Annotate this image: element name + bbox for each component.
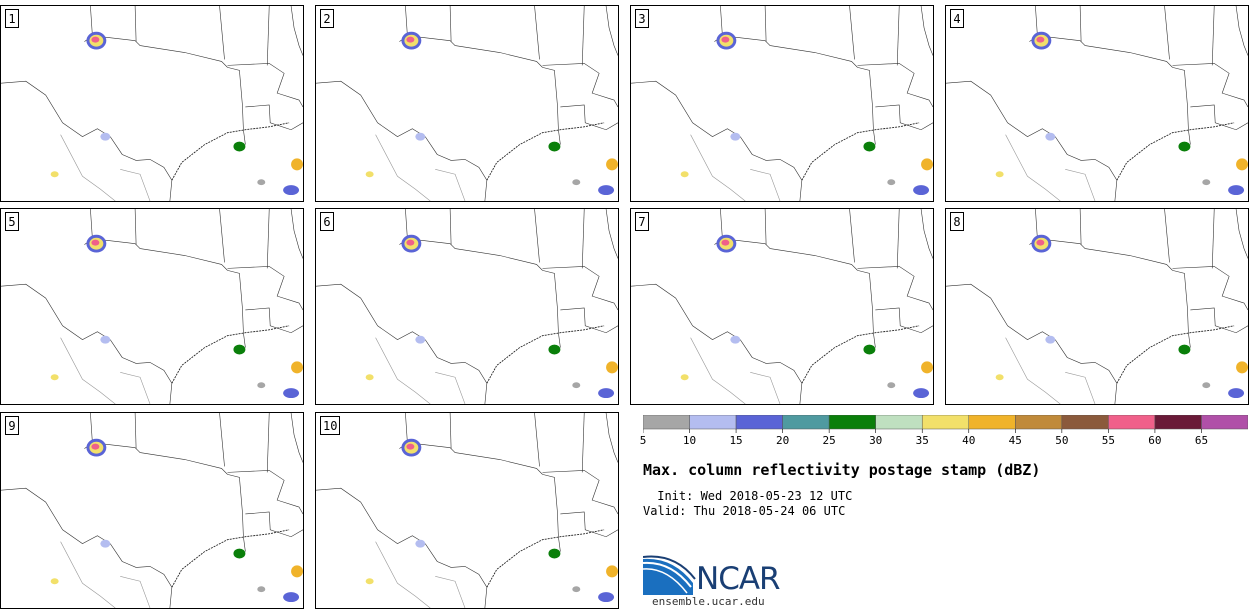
colorbar-tick-label: 45 [1008,434,1022,447]
colorbar-segment [643,415,690,430]
reflectivity-map [1,209,303,404]
colorbar-tick-label: 5 [639,434,647,447]
colorbar-tick-label: 25 [822,434,836,447]
storm-cell-north [401,234,422,253]
ensemble-member-panel: 2 [315,5,619,202]
init-time: Init: Wed 2018-05-23 12 UTC [650,489,853,503]
ensemble-member-panel: 10 [315,412,619,609]
colorbar-segment [875,415,923,430]
ncar-logo-icon [643,555,696,595]
ensemble-member-panel: 5 [0,208,304,405]
ensemble-member-panel: 8 [945,208,1249,405]
colorbar-segment [968,415,1016,430]
reflectivity-colorbar [643,415,1248,433]
colorbar-segment [782,415,830,430]
member-label: 2 [320,9,334,28]
reflectivity-map [316,6,618,201]
colorbar-tick-label: 30 [869,434,883,447]
reflectivity-map [946,6,1248,201]
storm-cells-gulf [995,132,1248,196]
member-label: 6 [320,212,334,231]
member-label: 8 [950,212,964,231]
colorbar-segment [689,415,737,430]
storm-cells-gulf [680,335,933,399]
member-label: 3 [635,9,649,28]
storm-cells-gulf [365,539,618,603]
storm-cells-gulf [365,335,618,399]
chart-title: Max. column reflectivity postage stamp (… [643,461,1041,479]
ensemble-member-panel: 7 [630,208,934,405]
valid-time: Valid: Thu 2018-05-24 06 UTC [643,504,846,518]
colorbar-segment [1015,415,1063,430]
ensemble-member-panel: 6 [315,208,619,405]
storm-cell-north [1031,31,1052,50]
colorbar-segment [921,415,970,430]
colorbar-segment [1108,415,1156,430]
member-label: 7 [635,212,649,231]
colorbar-tick-label: 40 [962,434,976,447]
storm-cells-gulf [50,539,303,603]
storm-cells-gulf [50,132,303,196]
reflectivity-map [631,209,933,404]
colorbar-tick-label: 65 [1194,434,1209,447]
colorbar-tick-label: 15 [729,434,743,447]
member-label: 4 [950,9,964,28]
logo-url: ensemble.ucar.edu [652,595,765,608]
storm-cell-north [401,31,422,50]
storm-cells-gulf [365,132,618,196]
reflectivity-map [316,413,618,608]
storm-cells-gulf [50,335,303,399]
storm-cell-north [86,234,107,253]
storm-cell-north [1031,234,1052,253]
colorbar-segment [1154,415,1202,430]
storm-cells-gulf [680,132,933,196]
member-label: 10 [320,416,341,435]
storm-cell-north [716,31,737,50]
colorbar-tick-label: 50 [1055,434,1069,447]
reflectivity-map [946,209,1248,404]
ensemble-member-panel: 9 [0,412,304,609]
colorbar-segment [1061,415,1109,430]
colorbar-tick-label: 55 [1101,434,1115,447]
colorbar-tick-label: 35 [915,434,929,447]
member-label: 9 [5,416,19,435]
storm-cells-gulf [995,335,1248,399]
reflectivity-map [1,6,303,201]
reflectivity-map [1,413,303,608]
storm-cell-north [86,438,107,457]
member-label: 1 [5,9,19,28]
member-label: 5 [5,212,19,231]
ensemble-member-panel: 1 [0,5,304,202]
ncar-logo-text: NCAR [696,561,781,597]
colorbar-segment [1201,415,1248,430]
storm-cell-north [401,438,422,457]
colorbar-tick-label: 60 [1148,434,1162,447]
colorbar-segment [828,415,876,430]
colorbar-tick-label: 10 [682,434,697,447]
reflectivity-map [316,209,618,404]
storm-cell-north [716,234,737,253]
colorbar-tick-label: 20 [775,434,790,447]
storm-cell-north [86,31,107,50]
ensemble-member-panel: 4 [945,5,1249,202]
ensemble-member-panel: 3 [630,5,934,202]
colorbar-segment [735,415,783,430]
reflectivity-map [631,6,933,201]
